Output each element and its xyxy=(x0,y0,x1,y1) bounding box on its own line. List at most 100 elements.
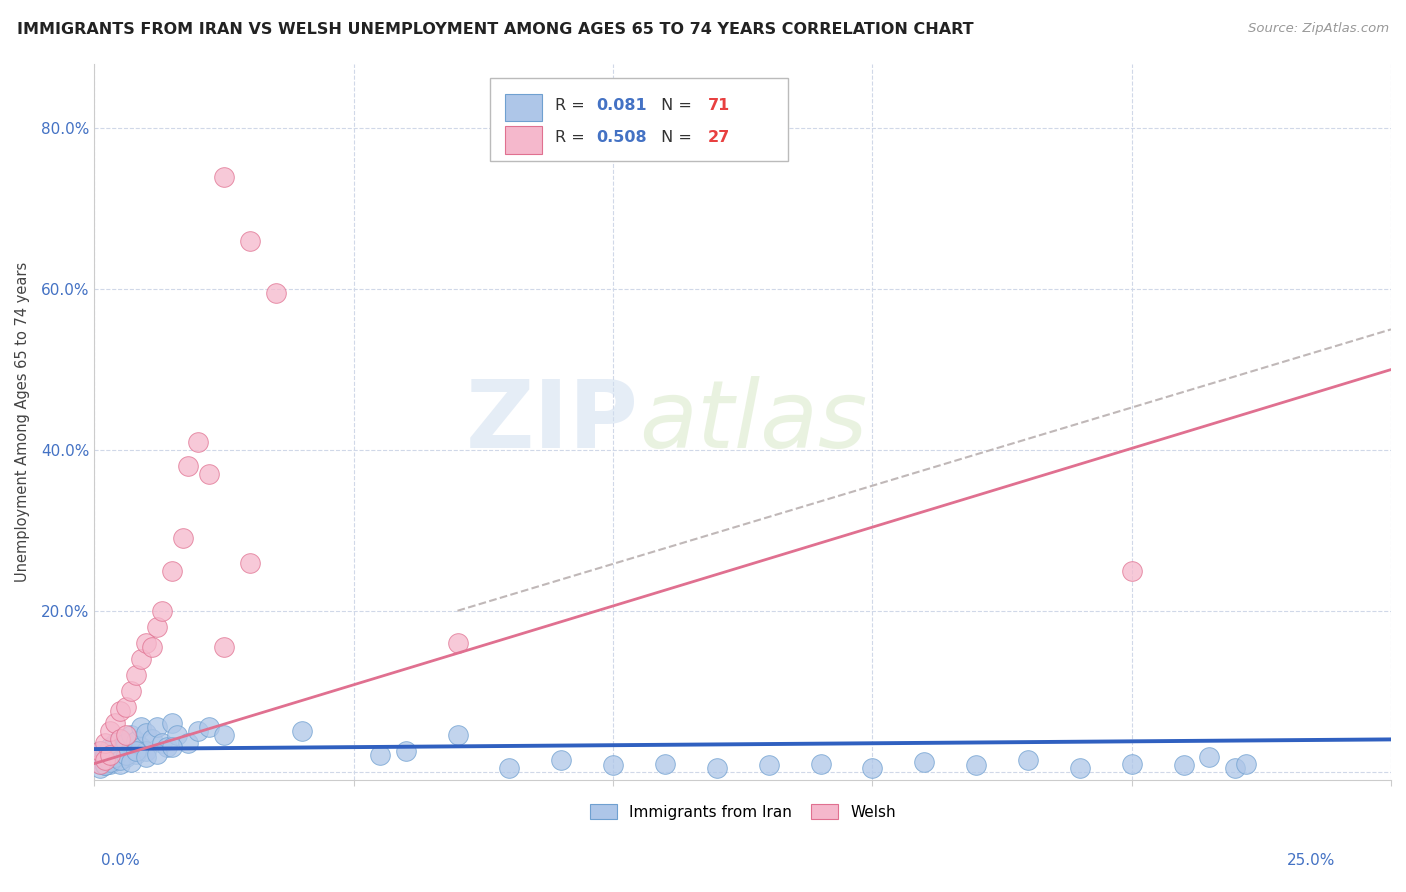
Point xyxy=(129,720,152,734)
Point xyxy=(135,750,157,764)
Point xyxy=(114,728,136,742)
Point xyxy=(177,736,200,750)
Point xyxy=(145,620,167,634)
Point xyxy=(135,744,157,758)
Point xyxy=(98,756,121,771)
Point xyxy=(89,756,111,771)
Point xyxy=(94,747,117,761)
Point xyxy=(166,728,188,742)
Point xyxy=(758,758,780,772)
Point xyxy=(395,744,418,758)
Point xyxy=(860,760,883,774)
Point xyxy=(98,755,121,769)
Point xyxy=(172,532,194,546)
Point xyxy=(120,684,142,698)
Text: R =: R = xyxy=(555,98,589,113)
Point xyxy=(150,604,173,618)
Point xyxy=(446,728,468,742)
Point xyxy=(114,736,136,750)
Point xyxy=(177,458,200,473)
Point xyxy=(104,736,127,750)
Point xyxy=(120,755,142,769)
Point xyxy=(1121,564,1143,578)
Point xyxy=(212,728,235,742)
Legend: Immigrants from Iran, Welsh: Immigrants from Iran, Welsh xyxy=(583,797,903,826)
FancyBboxPatch shape xyxy=(489,78,789,161)
Point xyxy=(145,747,167,761)
Point xyxy=(110,732,132,747)
Point xyxy=(98,724,121,739)
Point xyxy=(120,742,142,756)
Point xyxy=(98,748,121,763)
Text: R =: R = xyxy=(555,130,589,145)
Point xyxy=(94,758,117,772)
Text: atlas: atlas xyxy=(638,376,868,467)
Point xyxy=(162,716,184,731)
Text: 71: 71 xyxy=(707,98,730,113)
Text: N =: N = xyxy=(655,98,697,113)
Point xyxy=(135,726,157,740)
Point xyxy=(94,752,117,766)
Point xyxy=(94,755,117,769)
Point xyxy=(110,740,132,755)
Point xyxy=(239,556,262,570)
Point xyxy=(98,752,121,766)
Point xyxy=(114,748,136,763)
Point xyxy=(291,724,314,739)
Point xyxy=(187,434,209,449)
Point xyxy=(706,760,728,774)
Point xyxy=(912,755,935,769)
Point xyxy=(368,748,391,763)
Point xyxy=(94,750,117,764)
Text: Source: ZipAtlas.com: Source: ZipAtlas.com xyxy=(1249,22,1389,36)
Point xyxy=(94,736,117,750)
FancyBboxPatch shape xyxy=(506,95,541,121)
Point xyxy=(654,756,676,771)
Point xyxy=(104,716,127,731)
Point xyxy=(1121,756,1143,771)
Point xyxy=(110,732,132,747)
Point xyxy=(1225,760,1247,774)
Text: 0.508: 0.508 xyxy=(596,130,647,145)
Point xyxy=(89,756,111,771)
Point xyxy=(239,234,262,248)
Point xyxy=(104,748,127,763)
Point xyxy=(212,169,235,184)
Point xyxy=(156,740,179,755)
Point xyxy=(110,744,132,758)
Y-axis label: Unemployment Among Ages 65 to 74 years: Unemployment Among Ages 65 to 74 years xyxy=(15,261,30,582)
Point xyxy=(89,748,111,763)
Point xyxy=(89,744,111,758)
Point xyxy=(120,728,142,742)
Point xyxy=(1198,750,1220,764)
Point xyxy=(1069,760,1091,774)
Point xyxy=(125,747,148,761)
Point xyxy=(1234,756,1257,771)
Point xyxy=(135,636,157,650)
Point xyxy=(187,724,209,739)
Point xyxy=(162,564,184,578)
Point xyxy=(114,750,136,764)
Point xyxy=(141,732,163,747)
Point xyxy=(550,752,572,766)
Point xyxy=(145,720,167,734)
Point xyxy=(1017,752,1039,766)
Point xyxy=(89,760,111,774)
Point xyxy=(1173,758,1195,772)
Point xyxy=(965,758,987,772)
Point xyxy=(150,736,173,750)
Point xyxy=(197,720,219,734)
Point xyxy=(94,758,117,772)
Point xyxy=(110,704,132,718)
Point xyxy=(498,760,520,774)
Point xyxy=(264,286,287,301)
Point xyxy=(810,756,832,771)
FancyBboxPatch shape xyxy=(506,127,541,153)
Point xyxy=(129,740,152,755)
Text: N =: N = xyxy=(655,130,697,145)
Point xyxy=(110,756,132,771)
Point xyxy=(197,467,219,481)
Point xyxy=(125,734,148,748)
Text: ZIP: ZIP xyxy=(467,376,638,467)
Point xyxy=(602,758,624,772)
